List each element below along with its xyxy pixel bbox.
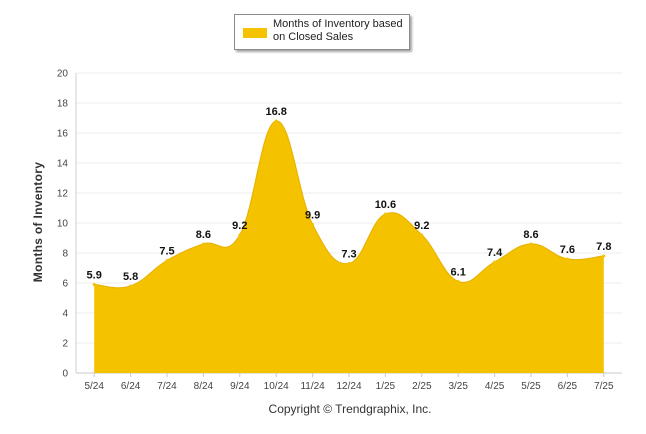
data-point — [420, 233, 424, 237]
data-label: 7.5 — [159, 246, 174, 258]
y-tick-label: 6 — [62, 279, 68, 290]
data-label: 8.6 — [196, 229, 211, 241]
data-point — [238, 233, 242, 237]
data-label: 7.6 — [560, 244, 575, 256]
x-tick-label: 3/25 — [448, 381, 468, 392]
y-tick-label: 0 — [62, 369, 68, 380]
x-tick-label: 12/24 — [336, 381, 361, 392]
data-point — [456, 280, 460, 283]
y-tick-label: 16 — [57, 129, 69, 140]
data-label: 10.6 — [375, 199, 396, 211]
data-point — [347, 262, 351, 265]
data-label: 9.2 — [414, 220, 429, 232]
x-tick-label: 5/25 — [521, 381, 541, 392]
data-label: 6.1 — [451, 267, 466, 279]
series-area — [94, 120, 604, 373]
data-point — [493, 260, 497, 264]
data-label: 9.2 — [232, 220, 247, 232]
data-label: 8.6 — [523, 229, 538, 241]
legend-label: Months of Inventory based on Closed Sale… — [273, 18, 403, 43]
x-tick-label: 7/24 — [157, 381, 177, 392]
y-axis-title: Months of Inventory — [31, 161, 45, 283]
data-point — [92, 283, 96, 286]
x-tick-label: 4/25 — [485, 381, 505, 392]
data-label: 7.8 — [596, 241, 611, 253]
x-tick-label: 2/25 — [412, 381, 432, 392]
data-point — [383, 212, 387, 216]
y-tick-label: 12 — [57, 189, 69, 200]
copyright-footer: Copyright © Trendgraphix, Inc. — [268, 402, 432, 416]
data-label: 16.8 — [265, 106, 286, 118]
data-point — [311, 223, 315, 226]
y-tick-label: 8 — [62, 249, 68, 260]
data-label: 5.9 — [87, 270, 102, 282]
y-tick-label: 20 — [57, 69, 69, 80]
y-tick-label: 18 — [57, 99, 69, 110]
data-label: 5.8 — [123, 271, 138, 283]
data-point — [602, 254, 606, 258]
x-tick-label: 6/25 — [558, 381, 578, 392]
x-tick-label: 8/24 — [194, 381, 214, 392]
data-label: 7.3 — [341, 249, 356, 261]
data-label: 9.9 — [305, 210, 320, 222]
series-line — [94, 120, 604, 289]
data-point — [274, 119, 278, 123]
data-label: 7.4 — [487, 247, 503, 259]
x-tick-label: 6/24 — [121, 381, 141, 392]
y-tick-label: 14 — [57, 159, 69, 170]
y-tick-label: 2 — [62, 339, 68, 350]
x-tick-label: 9/24 — [230, 381, 250, 392]
data-point — [129, 284, 133, 288]
x-tick-label: 1/25 — [376, 381, 396, 392]
y-tick-label: 10 — [57, 219, 69, 230]
x-tick-label: 10/24 — [264, 381, 289, 392]
x-tick-label: 5/24 — [84, 381, 104, 392]
legend-swatch — [243, 28, 267, 38]
x-tick-label: 11/24 — [300, 381, 325, 392]
data-point — [165, 259, 169, 262]
x-tick-label: 7/25 — [594, 381, 614, 392]
data-point — [201, 242, 205, 246]
legend[interactable]: Months of Inventory based on Closed Sale… — [234, 14, 410, 50]
y-tick-label: 4 — [62, 309, 68, 320]
data-point — [529, 242, 533, 246]
data-point — [565, 257, 569, 261]
